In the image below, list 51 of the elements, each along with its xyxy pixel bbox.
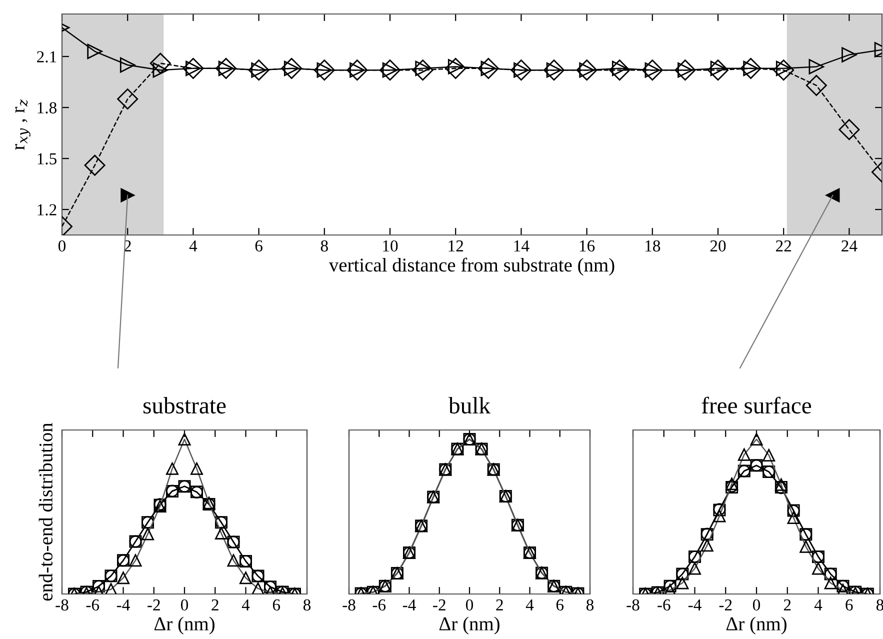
x-tick-label: 22: [776, 240, 792, 252]
x-axis-title: vertical distance from substrate (nm): [328, 258, 614, 276]
x-tick-label: 6: [255, 240, 262, 252]
x-tick-label: 16: [580, 240, 595, 252]
x-axis-title: Δr (nm): [439, 616, 500, 634]
x-tick-label: 10: [383, 240, 398, 252]
x-tick-label: -2: [433, 599, 446, 610]
x-tick-label: 2: [212, 599, 218, 610]
y-tick-label: 1.2: [38, 204, 56, 216]
chart-title: bulk: [448, 396, 490, 414]
y-axis-title: end-to-end distribution: [38, 422, 52, 601]
x-tick-label: 18: [646, 240, 660, 252]
x-tick-label: 8: [586, 599, 594, 611]
x-tick-label: 4: [189, 240, 198, 252]
x-axis-title: Δr (nm): [154, 616, 214, 634]
x-tick-label: 14: [514, 240, 530, 252]
chart-title: substrate: [144, 396, 226, 414]
x-tick-label: -6: [86, 599, 100, 611]
x-tick-label: 4: [814, 599, 822, 610]
x-tick-label: -4: [688, 599, 702, 610]
x-tick-label: 0: [180, 599, 188, 611]
x-tick-label: -6: [658, 599, 670, 611]
x-tick-label: -6: [372, 599, 386, 611]
x-tick-label: -2: [719, 599, 732, 610]
x-tick-label: 2: [784, 599, 791, 610]
x-tick-label: 12: [448, 240, 464, 252]
x-tick-label: 8: [320, 240, 328, 252]
x-tick-label: 8: [303, 599, 311, 611]
x-tick-label: -2: [148, 599, 160, 610]
x-tick-label: 6: [272, 599, 280, 611]
x-tick-label: 2: [496, 599, 503, 610]
x-tick-label: 6: [556, 599, 564, 611]
x-tick-label: 4: [242, 599, 250, 610]
x-tick-label: 0: [58, 240, 66, 252]
y-tick-label: 1.5: [38, 153, 56, 165]
y-axis-title: r$_{xy}$ , r$_{z}$: [15, 99, 30, 150]
y-tick-label: 1.8: [38, 102, 57, 114]
x-tick-label: 6: [846, 599, 853, 611]
x-tick-label: -8: [626, 599, 640, 611]
y-tick-label: 2.1: [37, 51, 56, 63]
x-tick-label: -8: [342, 599, 356, 611]
x-tick-label: 0: [752, 599, 760, 611]
x-tick-label: -4: [116, 599, 130, 610]
x-tick-label: 20: [710, 240, 726, 252]
x-tick-label: -8: [56, 599, 68, 611]
x-tick-label: 4: [526, 599, 534, 610]
x-tick-label: 24: [842, 240, 858, 252]
x-tick-label: 0: [466, 599, 474, 611]
chart-title: free surface: [702, 396, 812, 414]
x-axis-title: Δr (nm): [726, 616, 786, 634]
x-tick-label: -4: [402, 599, 416, 610]
